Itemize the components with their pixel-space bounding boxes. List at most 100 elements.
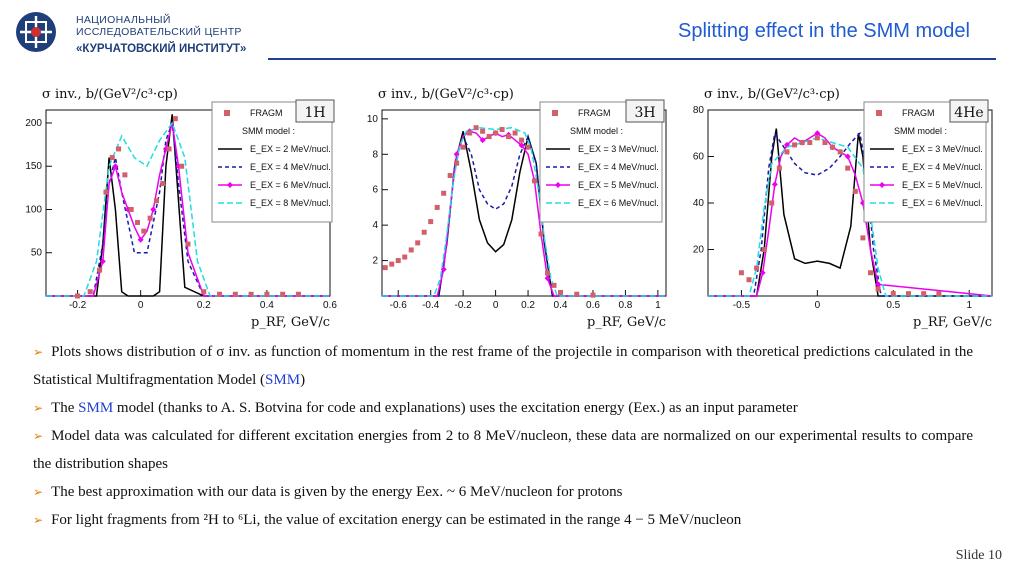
fragm-point	[97, 267, 103, 273]
fragm-point	[875, 286, 881, 292]
x-tick-label: 0.2	[197, 300, 211, 311]
bullet-item: ➢ For light fragments from ²H to ⁶Li, the…	[33, 512, 742, 528]
y-tick-label: 200	[25, 118, 42, 129]
fragm-point	[480, 128, 486, 134]
fragm-point	[75, 293, 81, 299]
fragm-point	[936, 291, 942, 297]
series-marker	[544, 275, 551, 282]
fragm-point	[868, 270, 874, 276]
legend-label: E_EX = 2 MeV/nucl.	[250, 144, 331, 154]
series-line-4	[46, 121, 330, 297]
legend-marker	[876, 110, 882, 116]
legend-label: E_EX = 5 MeV/nucl.	[902, 180, 983, 190]
legend-label: E_EX = 3 MeV/nucl.	[578, 144, 659, 154]
y-tick-label: 60	[693, 152, 705, 163]
fragm-point	[905, 291, 911, 297]
fragm-point	[434, 204, 440, 210]
legend-label: FRAGM	[902, 108, 935, 118]
series-line-2	[46, 122, 330, 297]
y-tick-label: 50	[31, 248, 43, 259]
fragm-point	[532, 178, 538, 184]
legend-label: E_EX = 5 MeV/nucl.	[578, 180, 659, 190]
series-marker	[814, 130, 821, 137]
legend-label: FRAGM	[578, 108, 611, 118]
x-tick-label: -0.5	[733, 300, 751, 311]
x-tick-label: -0.2	[69, 300, 87, 311]
y-tick-label: 8	[372, 149, 378, 160]
arrow-bullet-icon: ➢	[33, 513, 44, 527]
fragm-point	[921, 291, 927, 297]
series-marker	[137, 236, 144, 243]
nucleus-label: 3H	[634, 105, 655, 121]
fragm-point	[852, 188, 858, 194]
arrow-bullet-icon: ➢	[33, 429, 44, 443]
fragm-point	[799, 140, 805, 146]
fragm-point	[128, 206, 134, 212]
x-tick-label: 0	[138, 300, 144, 311]
y-tick-label: 80	[693, 105, 705, 116]
logo-line-2: ИССЛЕДОВАТЕЛЬСКИЙ ЦЕНТР	[76, 26, 242, 38]
x-tick-label: -0.6	[390, 300, 408, 311]
fragm-point	[769, 200, 775, 206]
legend-label: SMM model :	[570, 126, 623, 136]
fragm-point	[135, 219, 141, 225]
y-axis-label: σ inv., b/(GeV²/c³·cp)	[704, 87, 840, 102]
legend-label: E_EX = 6 MeV/nucl.	[578, 198, 659, 208]
slide-number: Slide 10	[955, 548, 1002, 563]
nucleus-badge	[295, 99, 335, 123]
arrow-bullet-icon: ➢	[33, 345, 44, 359]
fragm-point	[473, 125, 479, 131]
fragm-point	[382, 265, 388, 271]
fragm-point	[467, 130, 473, 136]
kurchatov-emblem-icon	[16, 12, 56, 52]
plot-1h: σ inv., b/(GeV²/c³·cp) -0.2 0 0.2 0.4 0.6 50 10…	[12, 82, 342, 332]
fragm-point	[754, 265, 760, 271]
page-title: Splitting effect in the SMM model	[678, 20, 970, 42]
bullet-item: ➢ Plots shows distribution of σ inv. as f…	[33, 344, 973, 388]
x-tick-label: -0.4	[422, 300, 440, 311]
x-tick-label: 0	[493, 300, 499, 311]
fragm-point	[493, 130, 499, 136]
title-divider	[268, 58, 996, 60]
smm-link[interactable]: SMM	[265, 372, 301, 388]
fragm-point	[172, 116, 178, 122]
x-tick-label: 0.8	[618, 300, 632, 311]
fragm-point	[506, 134, 512, 140]
series-line-4	[382, 126, 666, 297]
fragm-point	[217, 291, 223, 297]
fragm-point	[147, 215, 153, 221]
legend-label: E_EX = 6 MeV/nucl.	[250, 180, 331, 190]
fragm-point	[160, 181, 166, 187]
fragm-point	[166, 146, 172, 152]
fragm-point	[845, 165, 851, 171]
fragm-point	[822, 140, 828, 146]
fragm-point	[280, 291, 286, 297]
x-tick-label: 0	[815, 300, 821, 311]
fragm-point	[395, 258, 401, 264]
fragm-point	[389, 261, 395, 267]
y-tick-label: 2	[372, 256, 378, 267]
legend-label: FRAGM	[250, 108, 283, 118]
x-tick-label: 1	[655, 300, 661, 311]
fragm-point	[103, 189, 109, 195]
series-marker	[875, 281, 882, 288]
series-marker	[783, 141, 790, 148]
x-tick-label: 0.2	[521, 300, 535, 311]
legend-marker	[224, 110, 230, 116]
legend-label: E_EX = 4 MeV/nucl.	[902, 162, 983, 172]
series-marker	[112, 163, 119, 170]
x-axis-label: p_RF, GeV/c	[251, 315, 330, 330]
fragm-point	[512, 130, 518, 136]
fragm-point	[538, 231, 544, 237]
fragm-point	[402, 254, 408, 260]
fragm-point	[460, 144, 466, 150]
fragm-point	[141, 228, 147, 234]
fragm-point	[558, 289, 564, 295]
fragm-point	[415, 240, 421, 246]
series-marker	[759, 269, 766, 276]
legend-label: E_EX = 4 MeV/nucl.	[578, 162, 659, 172]
smm-link[interactable]: SMM	[78, 400, 114, 416]
x-tick-label: 0.6	[586, 300, 600, 311]
plot-3h: σ inv., b/(GeV²/c³·cp) -0.6 -0.4 -0.2 0 0.2 0.…	[348, 82, 678, 332]
fragm-point	[776, 165, 782, 171]
